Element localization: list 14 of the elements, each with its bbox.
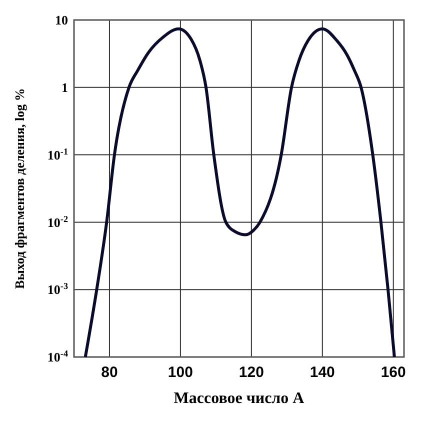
y-tick-label: 10$^{-3}$ [47,281,68,298]
x-tick-label: 100 [168,364,193,381]
x-axis-title: Массовое число А [174,390,305,407]
y-tick-label: 10$^{-2}$ [47,214,68,230]
y-axis-title: Выход фрагментов деления, log % [12,88,27,289]
x-tick-label: 140 [310,364,335,381]
y-tick-label: 10$^{-4}$ [47,348,68,365]
x-tick-label: 80 [101,364,118,381]
y-tick-label: 10$^{-1}$ [47,146,68,162]
x-tick-label: 120 [238,364,264,381]
y-tick-label: 10 [55,12,68,28]
x-tick-label: 160 [380,364,406,381]
y-tick-label: 1 [62,80,68,95]
line-series [84,27,396,358]
